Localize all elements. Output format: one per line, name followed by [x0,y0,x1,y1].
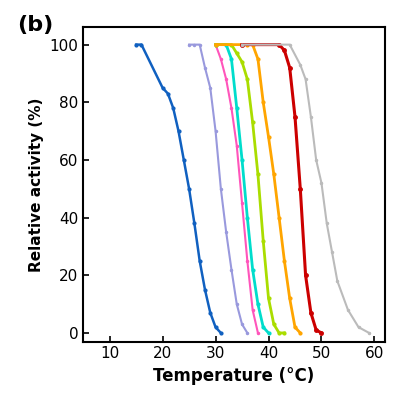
X-axis label: Temperature (°C): Temperature (°C) [154,367,315,385]
Y-axis label: Relative activity (%): Relative activity (%) [29,97,44,272]
Text: (b): (b) [17,15,53,35]
